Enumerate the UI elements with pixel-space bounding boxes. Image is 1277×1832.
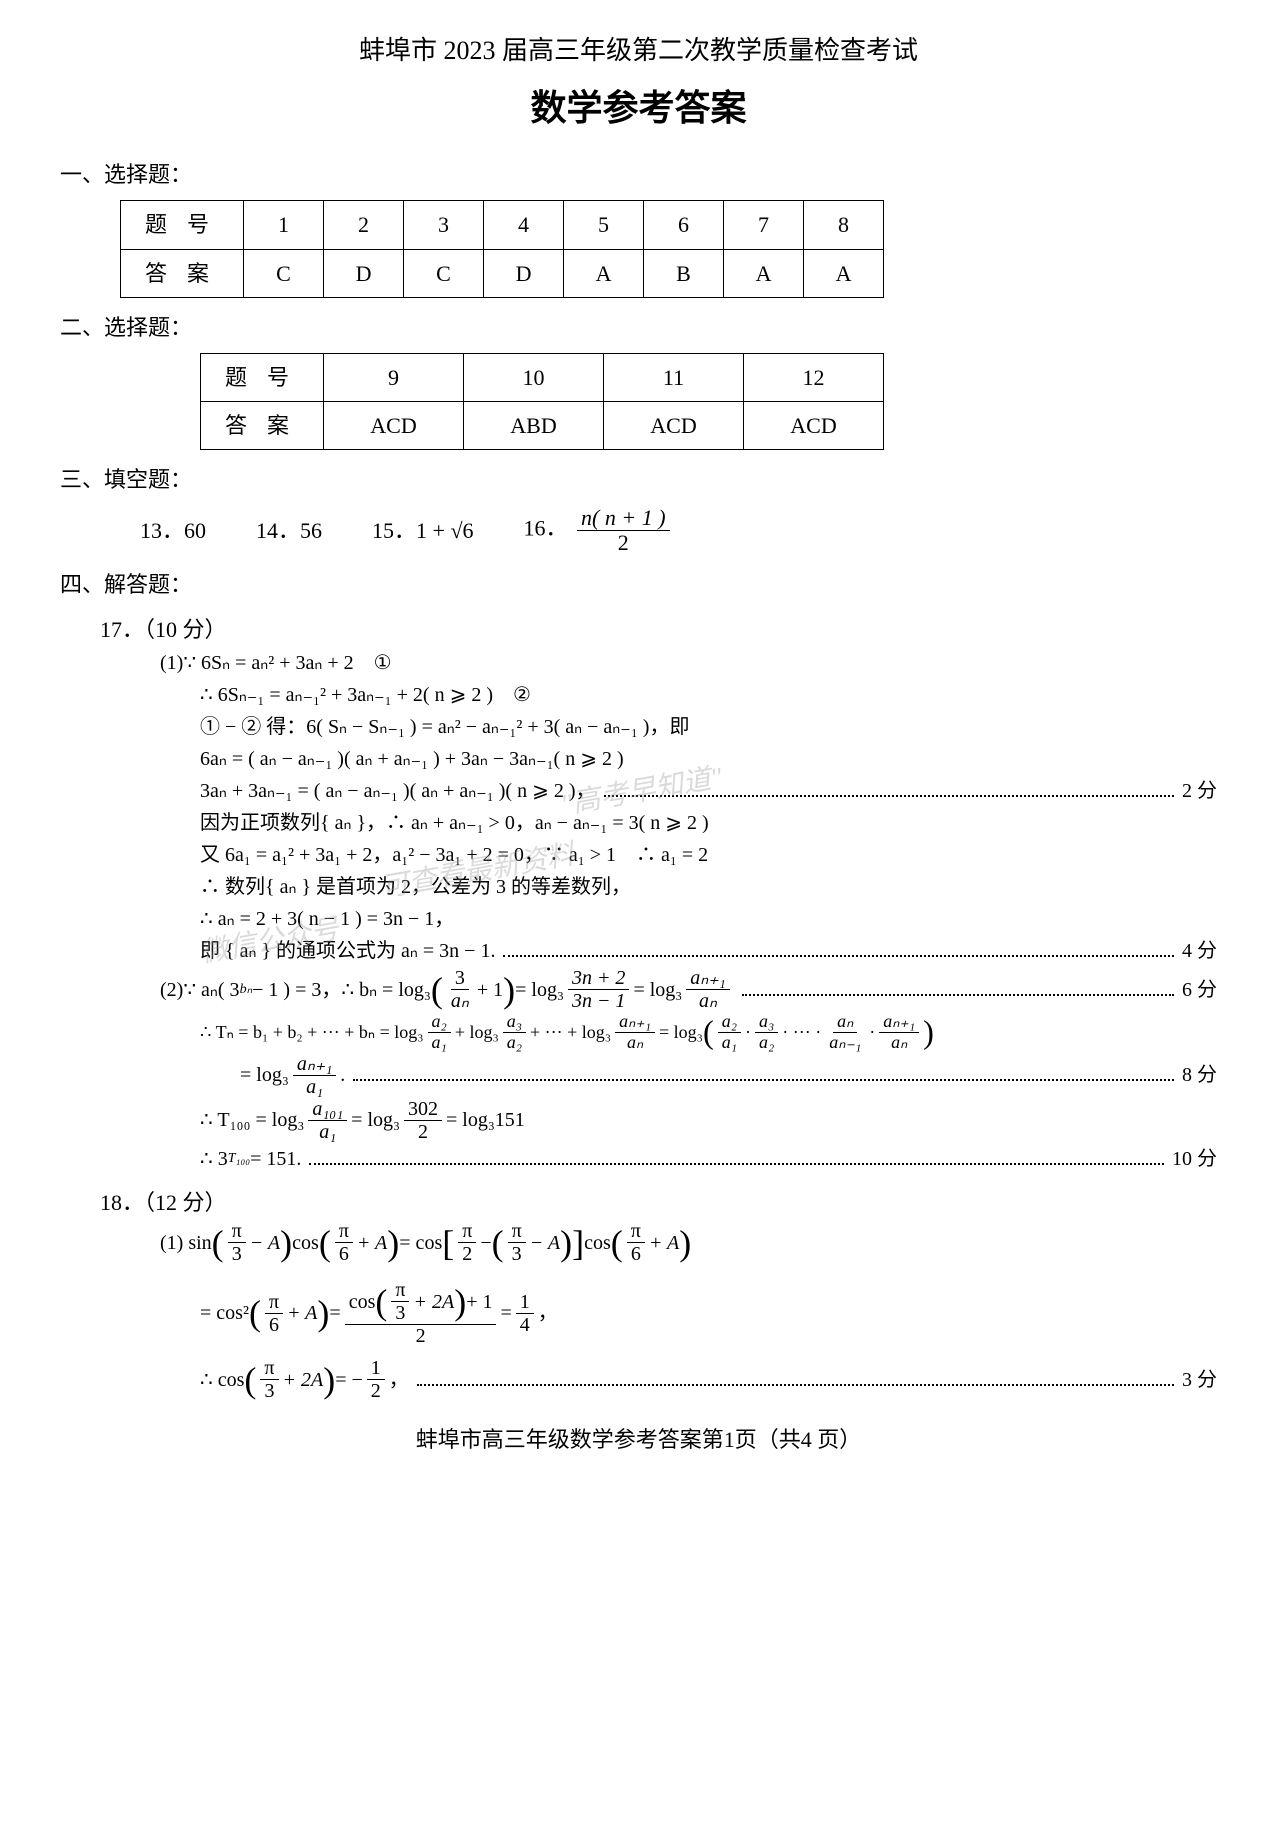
cell: 2 [324, 201, 404, 249]
cell: 4 [484, 201, 564, 249]
cell: ACD [604, 402, 744, 450]
cell: 3 [404, 201, 484, 249]
fill-16: 16． n( n + 1 ) 2 [524, 506, 674, 555]
dots [503, 945, 1174, 957]
q17-l9: ∴ aₙ = 2 + 3( n − 1 ) = 3n − 1， [200, 903, 1217, 935]
page-footer: 蚌埠市高三年级数学参考答案第1页（共4 页） [60, 1422, 1217, 1457]
table-row: 题号 1 2 3 4 5 6 7 8 [121, 201, 884, 249]
q17-l1: (1)∵ 6Sₙ = aₙ² + 3aₙ + 2 ① [160, 647, 1217, 679]
subtitle: 蚌埠市 2023 届高三年级第二次教学质量检查考试 [60, 30, 1217, 72]
q17-l2: ∴ 6Sₙ₋₁ = aₙ₋₁² + 3aₙ₋₁ + 2( n ⩾ 2 ) ② [200, 679, 1217, 711]
score-6: 6 分 [1182, 974, 1217, 1006]
cell: 9 [324, 353, 464, 401]
fill-15: 15．1 + √6 [372, 513, 474, 548]
q18-header: 18．（12 分） [100, 1185, 1217, 1220]
q17-l11: (2)∵ aₙ( 3bₙ − 1 ) = 3，∴ bₙ = log₃ ( 3aₙ… [160, 967, 1217, 1012]
dots [353, 1069, 1174, 1081]
q17-l4: 6aₙ = ( aₙ − aₙ₋₁ )( aₙ + aₙ₋₁ ) + 3aₙ −… [200, 743, 1217, 775]
cell: A [804, 249, 884, 297]
cell: D [324, 249, 404, 297]
dots [309, 1153, 1164, 1165]
table-2: 题号 9 10 11 12 答案 ACD ABD ACD ACD [200, 353, 884, 450]
q17-l12: ∴ Tₙ = b₁ + b₂ + ··· + bₙ = log₃ a₂a₁ + … [200, 1012, 1217, 1053]
dots [604, 785, 1175, 797]
cell: ABD [464, 402, 604, 450]
table-1: 题号 1 2 3 4 5 6 7 8 答案 C D C D A B A A [120, 200, 884, 297]
section1-heading: 一、选择题： [60, 157, 1217, 192]
cell: D [484, 249, 564, 297]
score-8: 8 分 [1182, 1059, 1217, 1091]
cell: 5 [564, 201, 644, 249]
q17-l5: 3aₙ + 3aₙ₋₁ = ( aₙ − aₙ₋₁ )( aₙ + aₙ₋₁ )… [200, 775, 1217, 807]
cell: 12 [744, 353, 884, 401]
row-label: 答案 [201, 402, 324, 450]
cell: A [724, 249, 804, 297]
cell: ACD [744, 402, 884, 450]
cell: 11 [604, 353, 744, 401]
question-17: 17．（10 分） (1)∵ 6Sₙ = aₙ² + 3aₙ + 2 ① ∴ 6… [60, 612, 1217, 1175]
row-label: 题号 [201, 353, 324, 401]
q17-l10: 即 { aₙ } 的通项公式为 aₙ = 3n − 1. 4 分 [200, 935, 1217, 967]
cell: 1 [244, 201, 324, 249]
row-label: 答案 [121, 249, 244, 297]
row-label: 题号 [121, 201, 244, 249]
cell: 10 [464, 353, 604, 401]
section4-heading: 四、解答题： [60, 567, 1217, 602]
q17-header: 17．（10 分） [100, 612, 1217, 647]
score-4: 4 分 [1182, 935, 1217, 967]
dots [742, 984, 1174, 996]
q18-l1: (1) sin ( π3 − A ) cos ( π6 + A ) = cos … [160, 1220, 1217, 1265]
score-2: 2 分 [1182, 775, 1217, 807]
score-3: 3 分 [1182, 1364, 1217, 1396]
cell: 8 [804, 201, 884, 249]
cell: C [404, 249, 484, 297]
cell: 6 [644, 201, 724, 249]
cell: C [244, 249, 324, 297]
q17-l13: = log₃ aₙ₊₁a₁ . 8 分 [240, 1053, 1217, 1098]
q17-l6: 因为正项数列{ aₙ }，∴ aₙ + aₙ₋₁ > 0，aₙ − aₙ₋₁ =… [200, 807, 1217, 839]
question-18: 18．（12 分） (1) sin ( π3 − A ) cos ( π6 + … [60, 1185, 1217, 1402]
q17-l14: ∴ T₁₀₀ = log₃ a₁₀₁a₁ = log₃ 3022 = log₃1… [200, 1098, 1217, 1143]
table-row: 题号 9 10 11 12 [201, 353, 884, 401]
q17-l7: 又 6a₁ = a₁² + 3a₁ + 2，a₁² − 3a₁ + 2 = 0，… [200, 839, 1217, 871]
q18-l2: = cos² ( π6 + A ) = cos ( π3 + 2A ) + 1 … [200, 1279, 1217, 1347]
q17-l3: ① − ② 得：6( Sₙ − Sₙ₋₁ ) = aₙ² − aₙ₋₁² + 3… [200, 711, 1217, 743]
fill-answers: 13．60 14．56 15．1 + √6 16． n( n + 1 ) 2 [140, 506, 1217, 555]
section2-heading: 二、选择题： [60, 310, 1217, 345]
section3-heading: 三、填空题： [60, 462, 1217, 497]
cell: A [564, 249, 644, 297]
q17-l15: ∴ 3T₁₀₀ = 151. 10 分 [200, 1143, 1217, 1175]
cell: ACD [324, 402, 464, 450]
table-row: 答案 ACD ABD ACD ACD [201, 402, 884, 450]
q17-l8: ∴ 数列{ aₙ } 是首项为 2，公差为 3 的等差数列， [200, 871, 1217, 903]
table-row: 答案 C D C D A B A A [121, 249, 884, 297]
q18-l3: ∴ cos ( π3 + 2A ) = − 12 ， 3 分 [200, 1357, 1217, 1402]
cell: 7 [724, 201, 804, 249]
score-10: 10 分 [1172, 1143, 1217, 1175]
dots [417, 1374, 1174, 1386]
fill-13: 13．60 [140, 513, 206, 548]
fill-14: 14．56 [256, 513, 322, 548]
main-title: 数学参考答案 [60, 80, 1217, 138]
cell: B [644, 249, 724, 297]
